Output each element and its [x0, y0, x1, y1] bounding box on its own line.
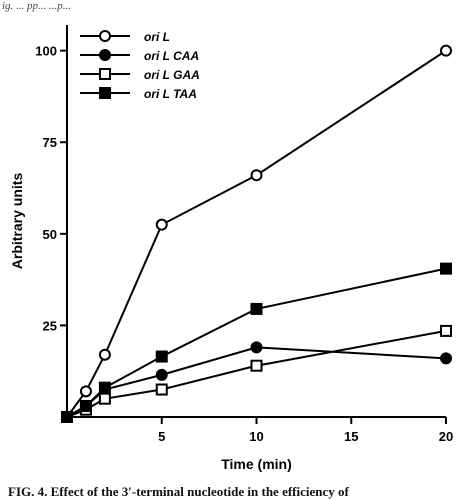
legend-label: ori L CAA [144, 49, 199, 63]
axes: 25 50 75 100 5 10 15 20 [35, 25, 453, 444]
data-point [98, 392, 111, 405]
x-tick-label: 15 [344, 429, 358, 444]
data-point [440, 324, 452, 337]
data-point [79, 385, 92, 398]
data-point [98, 381, 111, 394]
data-point [250, 341, 263, 354]
legend-label: ori L TAA [144, 87, 197, 101]
page-header-text: ig. ... pp... ...p... [2, 0, 72, 12]
series-line [66, 346, 447, 418]
legend-marker [99, 49, 111, 61]
data-point [155, 368, 168, 381]
legend: ori L ori L CAA ori L GAA ori L TAA [80, 30, 200, 101]
data-point [440, 44, 452, 57]
line-chart: ori L ori L CAA ori L GAA ori L TAA 25 50 75 1… [9, 25, 453, 472]
y-axis-label: Arbitrary units [9, 173, 25, 270]
y-tick-label: 100 [35, 44, 57, 59]
data-point [79, 400, 92, 413]
x-axis-label: Time (min) [221, 456, 292, 472]
plot-area [61, 44, 452, 423]
figure-caption: FIG. 4. Effect of the 3′-terminal nucleo… [8, 484, 349, 499]
series-1 [61, 44, 452, 423]
legend-label: ori L [144, 30, 170, 44]
data-point [440, 352, 452, 365]
data-point [250, 302, 263, 315]
legend-marker [99, 87, 111, 99]
x-tick-label: 10 [249, 429, 263, 444]
data-point [98, 348, 111, 361]
legend-marker [99, 30, 111, 42]
y-tick-label: 75 [43, 135, 57, 150]
x-tick-label: 5 [158, 429, 165, 444]
legend-marker [99, 68, 111, 80]
y-tick-label: 25 [43, 318, 57, 333]
data-point [155, 383, 168, 396]
data-point [155, 350, 168, 363]
x-tick-label: 20 [439, 429, 453, 444]
data-point [440, 262, 452, 275]
series-3 [61, 324, 452, 423]
legend-label: ori L GAA [144, 68, 200, 82]
data-point [250, 359, 263, 372]
y-tick-label: 50 [43, 227, 57, 242]
data-point [250, 169, 263, 182]
series-2 [61, 341, 452, 423]
data-point [155, 218, 168, 231]
